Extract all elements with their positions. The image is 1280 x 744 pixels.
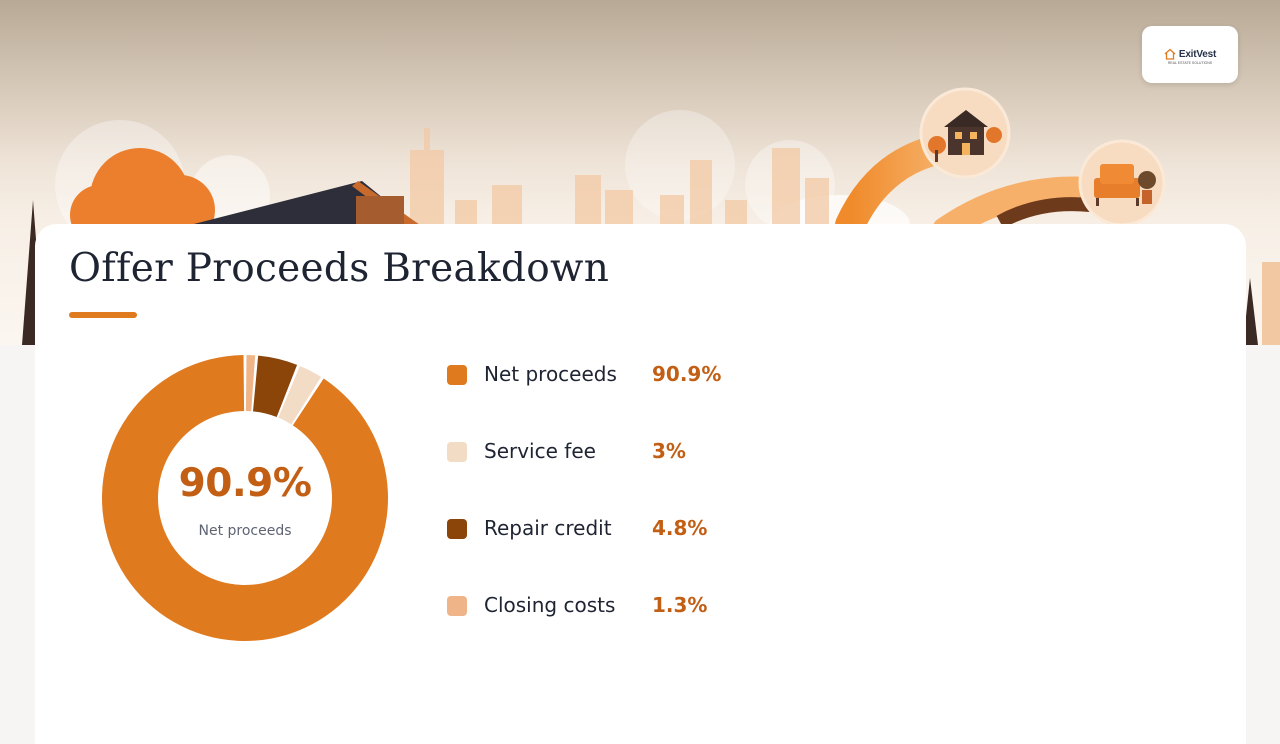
legend-swatch: [447, 596, 467, 616]
donut-slice-service-fee: [278, 365, 322, 425]
legend-value: 90.9%: [652, 362, 722, 386]
legend-swatch: [447, 519, 467, 539]
donut-chart: 90.9% Net proceeds: [100, 353, 390, 643]
legend-value: 1.3%: [652, 593, 708, 617]
donut-slice-closing-costs: [245, 355, 256, 412]
legend-swatch: [447, 442, 467, 462]
proceeds-card: Offer Proceeds Breakdown 90.9% Net proce…: [35, 224, 1246, 744]
legend-label: Repair credit: [484, 516, 612, 540]
legend-label: Closing costs: [484, 593, 616, 617]
house-bubble-icon: [919, 87, 1011, 179]
brand-tagline: REAL ESTATE SOLUTIONS: [1167, 61, 1213, 65]
brand-name: ExitVest: [1178, 48, 1217, 60]
donut-slice-repair-credit: [253, 355, 298, 417]
donut-chart-svg: [102, 355, 389, 641]
legend-item-service-fee: Service fee 3%: [447, 437, 767, 467]
legend-item-net-proceeds: Net proceeds 90.9%: [447, 360, 767, 390]
legend-swatch: [447, 365, 467, 385]
legend-value: 4.8%: [652, 516, 708, 540]
donut-center-value: 90.9%: [178, 461, 312, 506]
legend-label: Net proceeds: [484, 362, 617, 386]
legend-label: Service fee: [484, 439, 596, 463]
legend-value: 3%: [652, 439, 686, 463]
donut-slice-net-proceeds: [102, 355, 389, 641]
page-title: Offer Proceeds Breakdown: [69, 246, 610, 291]
donut-center-label: Net proceeds: [198, 523, 292, 539]
legend-item-closing-costs: Closing costs 1.3%: [447, 591, 767, 621]
brand-logo[interactable]: ExitVest REAL ESTATE SOLUTIONS: [1142, 26, 1238, 83]
legend-item-repair-credit: Repair credit 4.8%: [447, 514, 767, 544]
armchair-bubble-icon: [1078, 139, 1166, 227]
house-logo-icon: [1164, 48, 1176, 60]
title-underline: [69, 312, 137, 318]
